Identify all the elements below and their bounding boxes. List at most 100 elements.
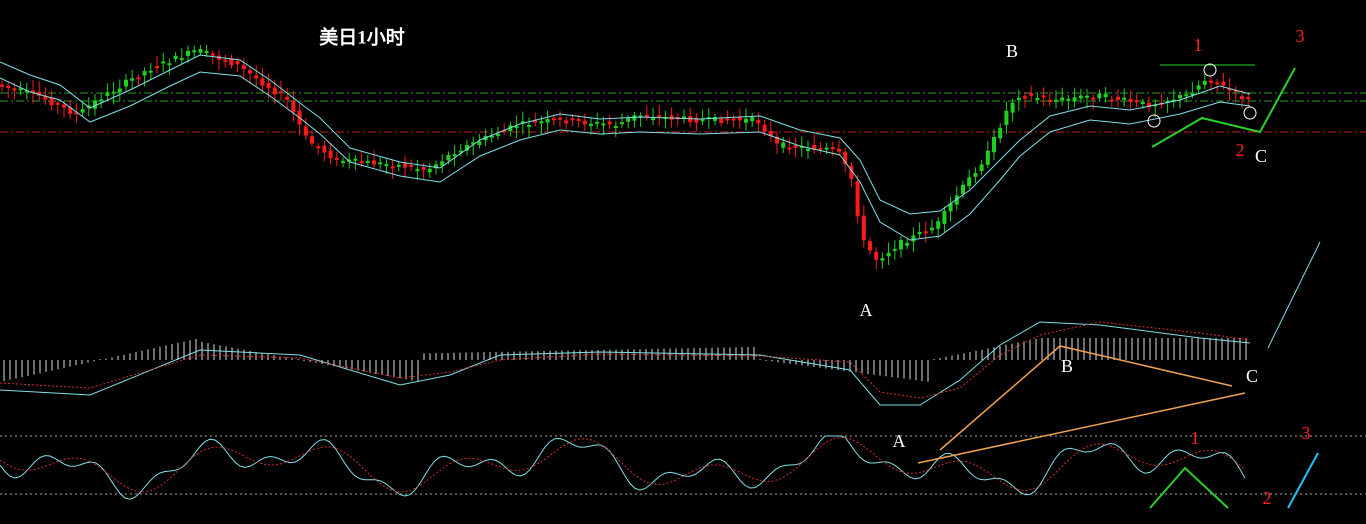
candle-body: [37, 91, 42, 96]
candle-body: [1016, 97, 1021, 100]
candle-body: [719, 118, 724, 123]
candle-body: [421, 167, 426, 170]
candle-body: [892, 248, 897, 251]
candle-body: [117, 88, 122, 93]
candle-body: [235, 61, 240, 65]
candle-body: [923, 231, 928, 234]
candle-body: [359, 161, 364, 164]
candle-body: [818, 147, 823, 150]
wave-line: [1151, 67, 1296, 148]
candle-body: [266, 82, 271, 89]
candle-body: [303, 126, 308, 136]
candle-body: [806, 149, 810, 152]
candle-body: [1047, 99, 1052, 102]
candle-body: [948, 203, 953, 212]
candle-body: [669, 115, 674, 120]
candle-body: [632, 115, 637, 121]
candle-body: [793, 145, 798, 148]
candle-body: [868, 241, 872, 251]
candle-body: [737, 117, 742, 121]
marker-circle: [1203, 63, 1217, 77]
candle-body: [1184, 94, 1189, 97]
candle-body: [105, 92, 110, 96]
count-label: 1: [1191, 428, 1200, 448]
candle-body: [1202, 80, 1207, 85]
wave-line: [1149, 466, 1229, 509]
candle-body: [936, 221, 941, 229]
candle-body: [979, 164, 984, 172]
candle-body: [192, 50, 197, 53]
candle-body: [328, 150, 333, 159]
candle-body: [440, 161, 445, 166]
count-label: 2: [1263, 488, 1272, 508]
candle-body: [564, 120, 569, 124]
stochastic-d: [0, 437, 1246, 493]
candle-body: [533, 120, 538, 123]
candle-body: [260, 78, 265, 86]
candle-body: [148, 70, 153, 73]
candle-body: [899, 240, 903, 250]
candle-body: [527, 125, 531, 128]
candle-body: [830, 147, 835, 150]
candle-body: [80, 109, 85, 113]
wave-label: C: [1246, 366, 1258, 386]
macd-line: [0, 321, 1251, 406]
candle-body: [1041, 95, 1046, 98]
candle-body: [954, 195, 959, 205]
stochastic-k: [0, 435, 1246, 500]
candle-body: [316, 146, 321, 149]
candle-body: [1128, 98, 1133, 102]
candle-body: [917, 231, 922, 235]
candle-body: [992, 136, 996, 153]
candle-body: [886, 252, 891, 257]
candle-body: [161, 61, 166, 64]
candle-body: [68, 107, 73, 114]
moving-average: [0, 54, 1251, 215]
candle-body: [874, 251, 879, 260]
candle-body: [1140, 102, 1145, 105]
candle-body: [1221, 81, 1226, 86]
candle-body: [731, 118, 736, 121]
candle-body: [434, 164, 438, 169]
candle-body: [1196, 85, 1201, 90]
candle-body: [489, 135, 494, 138]
candle-body: [1147, 102, 1151, 108]
candle-body: [124, 79, 128, 87]
candle-body: [334, 157, 339, 160]
candle-body: [458, 150, 463, 153]
candle-body: [694, 117, 699, 123]
candle-body: [390, 166, 395, 169]
candle-body: [942, 210, 947, 224]
candle-body: [24, 90, 29, 93]
wave-line: [917, 392, 1246, 464]
candle-body: [1178, 95, 1182, 99]
candle-body: [43, 95, 48, 100]
candle-body: [601, 123, 606, 126]
candle-body: [1066, 98, 1071, 101]
candle-body: [130, 78, 135, 81]
candle-body: [378, 162, 383, 165]
count-label: 3: [1302, 423, 1311, 443]
candle-body: [1054, 99, 1058, 102]
candle-body: [1116, 96, 1120, 100]
candle-body: [291, 100, 296, 113]
candle-body: [750, 117, 755, 122]
candle-body: [595, 121, 600, 124]
candle-body: [173, 55, 178, 59]
candle-body: [613, 126, 618, 129]
candle-body: [167, 63, 172, 66]
candle-body: [1209, 80, 1213, 83]
candle-body: [198, 49, 203, 53]
candle-body: [322, 145, 327, 153]
candle-body: [744, 118, 748, 123]
candle-body: [384, 164, 389, 167]
macd-histogram: [3, 338, 1247, 382]
candle-body: [179, 58, 184, 61]
candle-body: [310, 136, 314, 144]
candle-body: [427, 168, 432, 173]
candle-body: [905, 242, 910, 246]
candle-body: [12, 88, 17, 91]
candle-body: [930, 227, 934, 231]
candle-body: [1091, 97, 1096, 100]
